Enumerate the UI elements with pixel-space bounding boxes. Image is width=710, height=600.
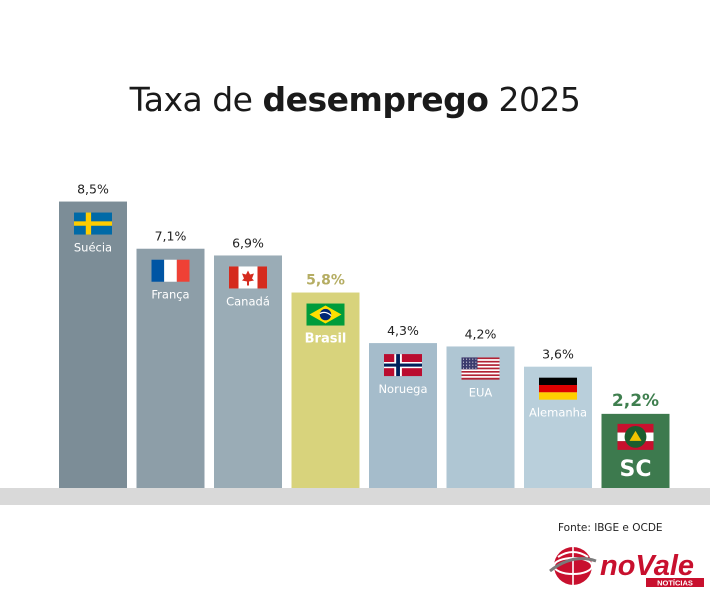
value-label: 4,3% <box>387 323 419 338</box>
logo-sub-text: NOTÍCIAS <box>657 579 693 588</box>
norway-flag-icon <box>384 354 422 377</box>
category-label: Brasil <box>305 332 347 347</box>
chart-baseline <box>0 488 710 505</box>
title-suffix: 2025 <box>488 80 581 119</box>
santa-catarina-flag-icon <box>617 423 654 450</box>
category-label: Alemanha <box>529 406 587 420</box>
title-prefix: Taxa de <box>129 80 263 119</box>
title-bold: desemprego <box>262 80 489 119</box>
france-flag-icon <box>151 259 190 282</box>
category-label: SC <box>620 457 652 482</box>
category-label: EUA <box>469 385 493 399</box>
bar-canada <box>214 255 282 488</box>
value-label: 3,6% <box>542 347 574 362</box>
value-label: 4,2% <box>465 326 497 341</box>
bar-chart: 8,5% Suécia 7,1% França 6,9% Canadá 5,8% Brasil… <box>0 182 710 505</box>
bar-france <box>136 248 205 488</box>
value-label: 6,9% <box>232 235 264 250</box>
germany-flag-icon <box>539 377 577 400</box>
value-label: 2,2% <box>612 391 659 411</box>
source-note: Fonte: IBGE e OCDE <box>558 522 663 534</box>
novale-logo[interactable]: noVale NOTÍCIAS <box>548 543 706 589</box>
brazil-flag-icon <box>306 303 345 326</box>
logo-main-text: noVale <box>600 550 694 582</box>
bars-group: 8,5% Suécia 7,1% França 6,9% Canadá 5,8% Brasil… <box>59 182 670 489</box>
value-label: 5,8% <box>306 273 345 289</box>
usa-flag-icon <box>461 357 500 380</box>
category-label: Canadá <box>226 294 270 308</box>
canada-flag-icon <box>229 266 267 289</box>
category-label: França <box>151 288 189 302</box>
value-label: 7,1% <box>155 229 187 244</box>
value-label: 8,5% <box>77 182 109 197</box>
bar-sweden <box>59 201 127 489</box>
category-label: Suécia <box>74 241 112 255</box>
sweden-flag-icon <box>74 212 112 235</box>
chart-title: Taxa de desemprego 2025 <box>0 80 710 119</box>
category-label: Noruega <box>378 382 427 396</box>
